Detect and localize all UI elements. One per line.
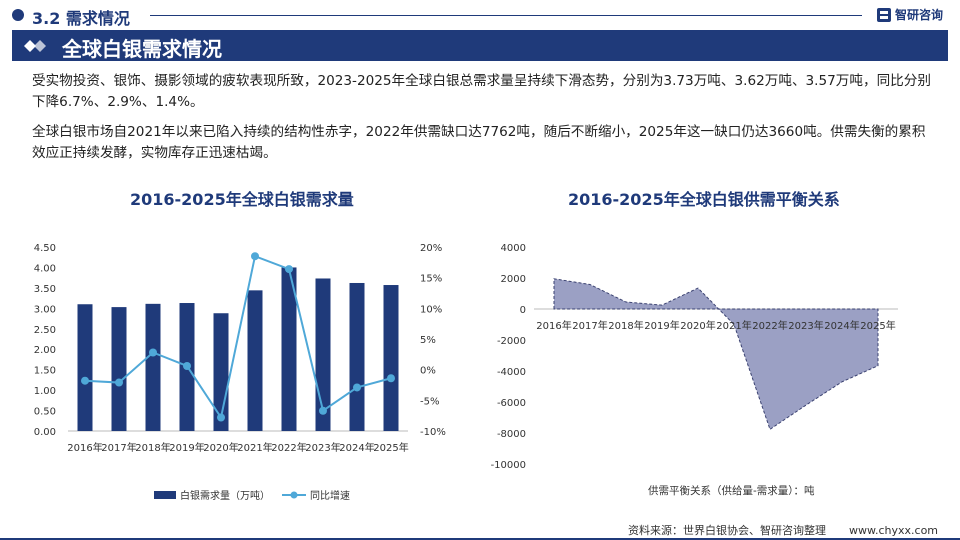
bullet-dot-icon bbox=[12, 9, 24, 21]
balance-chart: 4000 2000 0 -2000 -4000 -6000 -8000 -10000 2016年… bbox=[491, 243, 898, 497]
y-tick-label: -10000 bbox=[491, 460, 526, 471]
demand-chart-title: 2016-2025年全球白银需求量 bbox=[130, 190, 354, 209]
title-banner: 全球白银需求情况 bbox=[12, 30, 948, 61]
bar bbox=[349, 282, 365, 431]
footer-divider bbox=[0, 538, 960, 540]
right-tick-label: 0% bbox=[420, 366, 436, 377]
top-bar: 3.2 需求情况 智研咨询 bbox=[0, 0, 960, 30]
growth-point bbox=[115, 378, 123, 387]
y-tick-label: -8000 bbox=[497, 429, 526, 440]
growth-point bbox=[183, 361, 191, 370]
right-tick-label: -10% bbox=[420, 427, 446, 438]
x-tick-label: 2016年 bbox=[67, 441, 102, 454]
left-tick-label: 3.50 bbox=[34, 284, 56, 295]
paragraph-demand: 受实物投资、银饰、摄影领域的疲软表现所致，2023-2025年全球白银总需求量呈… bbox=[32, 73, 931, 110]
logo-icon bbox=[877, 7, 891, 22]
brand-logo: 智研咨询 bbox=[876, 6, 943, 23]
x-tick-label: 2020年 bbox=[680, 319, 715, 332]
x-tick-label: 2023年 bbox=[788, 319, 823, 332]
x-tick-label: 2021年 bbox=[237, 441, 272, 454]
x-tick-label: 2020年 bbox=[203, 441, 238, 454]
x-tick-label: 2022年 bbox=[752, 319, 787, 332]
bar bbox=[247, 290, 263, 431]
x-tick-label: 2017年 bbox=[572, 319, 607, 332]
left-tick-label: 2.50 bbox=[34, 325, 56, 336]
growth-line bbox=[84, 254, 392, 421]
diamond-icon bbox=[24, 40, 46, 52]
legend-bar-label: 白银需求量（万吨） bbox=[180, 489, 270, 502]
bar bbox=[383, 285, 399, 431]
y-tick-label: -4000 bbox=[497, 367, 526, 378]
growth-point bbox=[81, 376, 89, 385]
bar bbox=[281, 267, 297, 431]
x-tick-label: 2024年 bbox=[824, 319, 859, 332]
x-tick-label: 2019年 bbox=[644, 319, 679, 332]
right-tick-label: 20% bbox=[420, 243, 442, 254]
balance-chart-title: 2016-2025年全球白银供需平衡关系 bbox=[568, 190, 840, 209]
x-tick-label: 2016年 bbox=[536, 319, 571, 332]
x-tick-label: 2022年 bbox=[271, 441, 306, 454]
growth-point bbox=[387, 374, 395, 383]
growth-point bbox=[217, 413, 225, 422]
x-tick-label: 2019年 bbox=[169, 441, 204, 454]
left-tick-label: 1.50 bbox=[34, 366, 56, 377]
header-divider bbox=[150, 15, 862, 16]
bar bbox=[77, 304, 93, 431]
left-tick-label: 1.00 bbox=[34, 386, 56, 397]
legend-line-label: 同比增速 bbox=[310, 489, 350, 502]
right-tick-label: 15% bbox=[420, 274, 442, 285]
y-tick-label: 2000 bbox=[501, 274, 526, 285]
x-tick-label: 2018年 bbox=[135, 441, 170, 454]
x-tick-label: 2023年 bbox=[305, 441, 340, 454]
legend-bar-swatch bbox=[154, 491, 176, 499]
paragraph-balance: 全球白银市场自2021年以来已陷入持续的结构性赤字，2022年供需缺口达7762… bbox=[32, 124, 926, 161]
x-tick-label: 2018年 bbox=[608, 319, 643, 332]
x-tick-label: 2021年 bbox=[716, 319, 751, 332]
growth-point bbox=[285, 265, 293, 274]
legend-line-marker bbox=[290, 491, 298, 499]
bar bbox=[145, 303, 161, 431]
page-title: 全球白银需求情况 bbox=[62, 37, 222, 61]
x-tick-label: 2024年 bbox=[339, 441, 374, 454]
x-tick-label: 2017年 bbox=[101, 441, 136, 454]
growth-point bbox=[353, 383, 361, 392]
right-tick-label: 5% bbox=[420, 335, 436, 346]
logo-text: 智研咨询 bbox=[895, 8, 944, 22]
source-note: 资料来源：世界白银协会、智研咨询整理 www.chyxx.com bbox=[628, 522, 938, 538]
right-tick-label: -5% bbox=[420, 396, 439, 407]
growth-point bbox=[149, 348, 157, 357]
left-tick-label: 0.50 bbox=[34, 407, 56, 418]
y-tick-label: -6000 bbox=[497, 398, 526, 409]
y-tick-label: 4000 bbox=[501, 243, 526, 254]
left-tick-label: 3.00 bbox=[34, 304, 56, 315]
demand-chart: 0.00 0.50 1.00 1.50 2.00 2.50 3.00 3.50 4.00 4.50… bbox=[34, 243, 446, 502]
left-tick-label: 4.00 bbox=[34, 263, 56, 274]
y-tick-label: -2000 bbox=[497, 336, 526, 347]
legend-label: 供需平衡关系（供给量-需求量）：吨 bbox=[648, 484, 815, 497]
y-tick-label: 0 bbox=[520, 305, 526, 316]
source-url[interactable]: www.chyxx.com bbox=[849, 524, 939, 537]
section-heading: 3.2 需求情况 bbox=[32, 9, 130, 28]
x-tick-label: 2025年 bbox=[860, 319, 895, 332]
right-tick-label: 10% bbox=[420, 304, 442, 315]
left-tick-label: 4.50 bbox=[34, 243, 56, 254]
growth-point bbox=[319, 406, 327, 415]
bar bbox=[111, 307, 127, 431]
growth-point bbox=[251, 252, 259, 261]
source-text: 资料来源：世界白银协会、智研咨询整理 bbox=[628, 524, 826, 537]
x-tick-label: 2025年 bbox=[373, 441, 408, 454]
left-tick-label: 2.00 bbox=[34, 345, 56, 356]
balance-area bbox=[553, 278, 879, 431]
left-tick-label: 0.00 bbox=[34, 427, 56, 438]
